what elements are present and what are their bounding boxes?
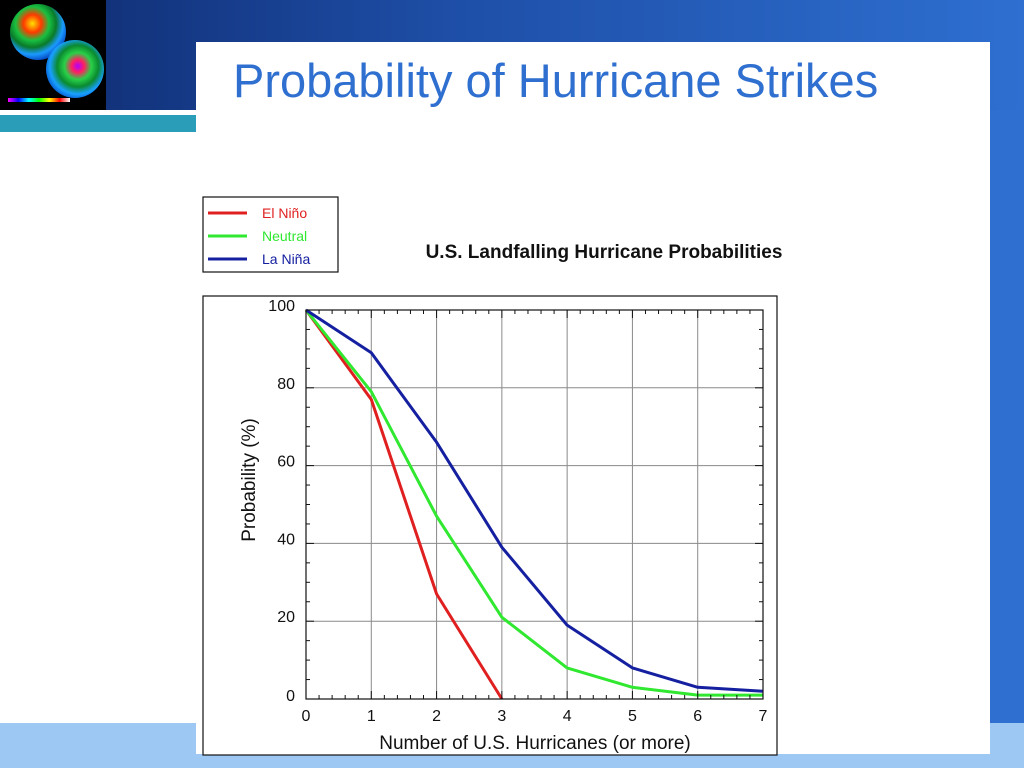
chart-title: U.S. Landfalling Hurricane Probabilities <box>426 242 783 263</box>
y-tick-label: 20 <box>277 609 295 626</box>
grid-lines <box>306 310 763 699</box>
x-tick-label: 2 <box>432 708 441 725</box>
logo-globe-image <box>0 0 106 110</box>
x-axis-label: Number of U.S. Hurricanes (or more) <box>379 733 690 754</box>
x-tick-label: 7 <box>759 708 768 725</box>
x-tick-label: 4 <box>563 708 572 725</box>
x-tick-label: 6 <box>693 708 702 725</box>
globe-image-2 <box>46 40 104 98</box>
left-accent-block <box>0 115 196 132</box>
axis-ticks: 0 1 2 3 4 5 6 7 0 20 40 60 80 100 <box>268 298 767 725</box>
y-tick-label: 0 <box>286 688 295 705</box>
x-tick-label: 1 <box>367 708 376 725</box>
x-tick-label: 0 <box>302 708 311 725</box>
y-tick-label: 80 <box>277 376 295 393</box>
series-line-la-nina <box>305 308 764 693</box>
color-scale-bar <box>8 98 70 102</box>
y-tick-label: 40 <box>277 531 295 548</box>
x-tick-label: 3 <box>497 708 506 725</box>
legend-label-neutral: Neutral <box>262 228 307 244</box>
legend-label-la-nina: La Niña <box>262 251 310 267</box>
series-line-el-nino <box>304 309 504 700</box>
x-tick-label: 5 <box>628 708 637 725</box>
right-band <box>990 110 1024 750</box>
slide-title: Probability of Hurricane Strikes <box>233 54 879 107</box>
legend: El Niño Neutral La Niña <box>202 196 339 273</box>
legend-label-el-nino: El Niño <box>262 205 307 221</box>
y-axis-label: Probability (%) <box>239 418 260 542</box>
series-line-neutral <box>304 309 763 697</box>
series-lines <box>304 308 764 700</box>
y-tick-label: 60 <box>277 454 295 471</box>
y-tick-label: 100 <box>268 298 295 315</box>
